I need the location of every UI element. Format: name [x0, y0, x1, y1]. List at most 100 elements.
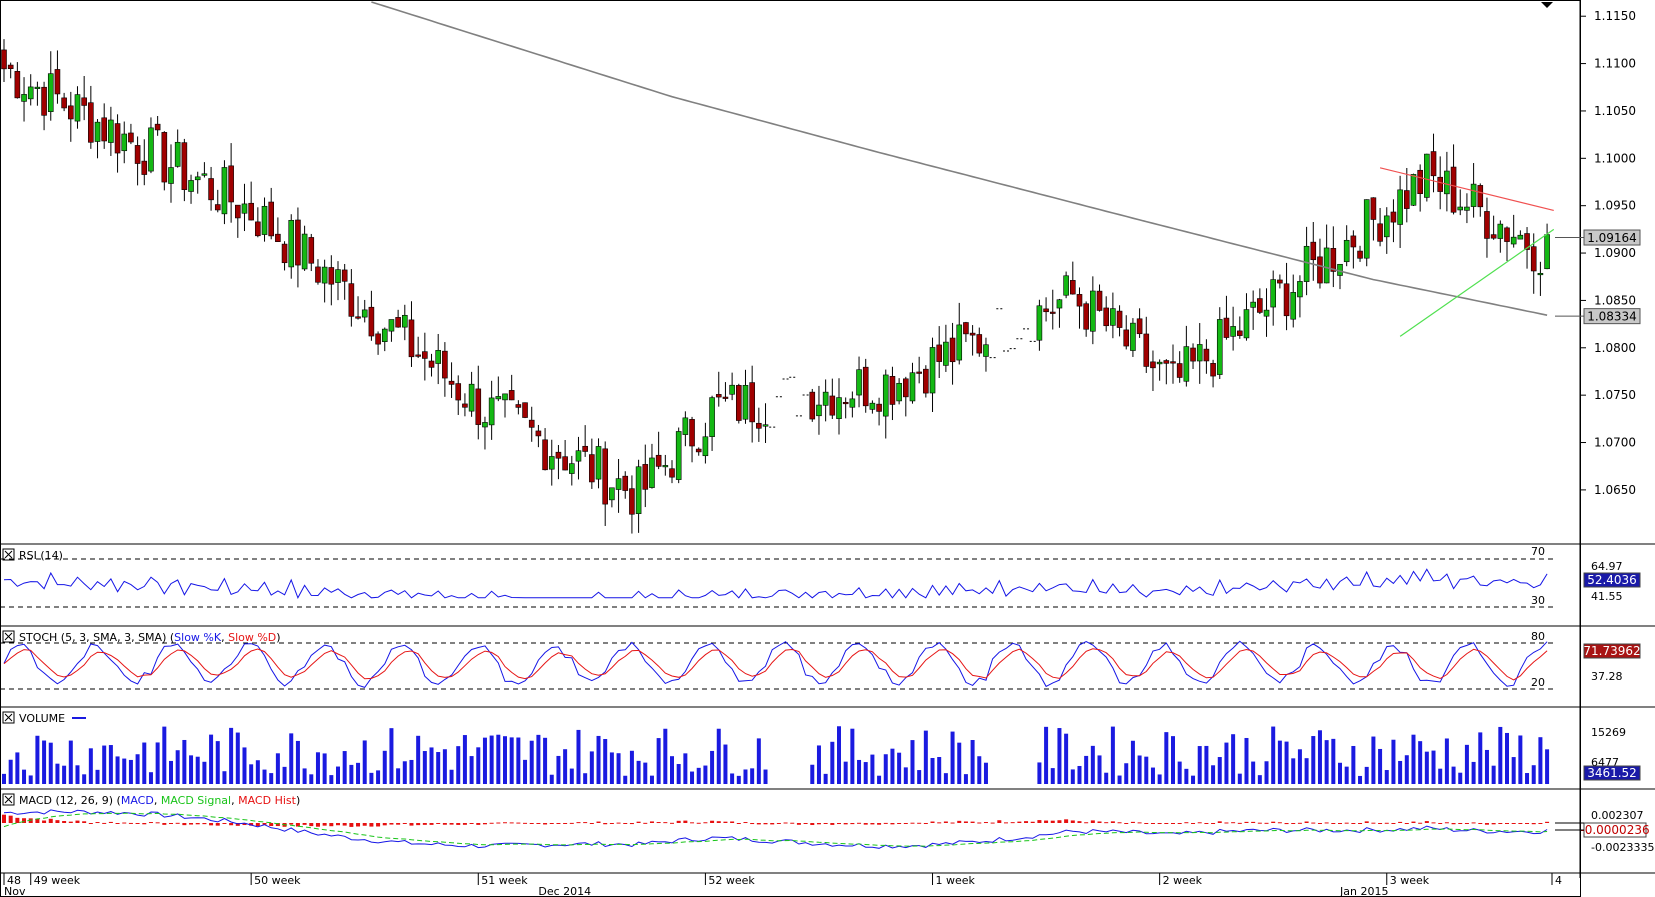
volume-bar	[342, 751, 347, 784]
macd-hist-bar	[1538, 823, 1543, 824]
candle-body	[1216, 319, 1223, 375]
macd-hist-bar	[1251, 821, 1256, 823]
volume-label-high: 15269	[1591, 726, 1626, 739]
volume-bar	[235, 732, 240, 784]
macd-hist-bar	[877, 823, 882, 825]
macd-hist-bar	[536, 823, 541, 824]
volume-bar	[556, 755, 561, 784]
volume-bar	[1050, 768, 1055, 784]
volume-bar	[917, 770, 922, 784]
candle-body	[535, 430, 542, 437]
volume-bar	[275, 753, 280, 784]
candle-body	[1390, 211, 1397, 223]
volume-bar	[883, 754, 888, 784]
volume-bar	[943, 773, 948, 784]
macd-hist-bar	[1257, 822, 1262, 824]
macd-hist-bar	[422, 823, 427, 825]
macd-hist-bar	[396, 823, 401, 825]
volume-bar	[910, 740, 915, 784]
candle-body	[889, 376, 896, 405]
scroll-marker-icon[interactable]	[1541, 2, 1553, 8]
candle-body	[655, 454, 662, 467]
macd-hist-bar	[456, 823, 461, 825]
volume-bar	[496, 734, 501, 784]
price-tick-label: 1.1150	[1594, 9, 1636, 23]
month-label: Nov	[4, 885, 26, 897]
candle-body	[1404, 190, 1410, 209]
macd-hist-bar	[1104, 822, 1109, 824]
macd-hist-label: MACD Hist	[238, 794, 297, 807]
macd-hist-bar	[1471, 822, 1476, 824]
macd-hist-bar	[429, 823, 434, 825]
price-tick-label: 1.0800	[1594, 341, 1636, 355]
macd-hist-bar	[496, 822, 501, 824]
macd-hist-bar	[623, 823, 628, 824]
price-tick-label: 1.0700	[1594, 436, 1636, 450]
volume-bar	[1070, 769, 1075, 784]
candle-body	[1437, 176, 1443, 192]
volume-bar	[529, 740, 534, 784]
candle-body	[47, 73, 54, 112]
macd-hist-bar	[957, 820, 962, 823]
macd-hist-bar	[990, 822, 995, 824]
candle-body	[1370, 197, 1377, 220]
volume-bar	[1418, 741, 1423, 784]
volume-bar	[670, 756, 674, 784]
volume-bar	[850, 728, 855, 784]
volume-bar	[897, 752, 902, 784]
candle-body	[288, 219, 295, 268]
macd-hist-bar	[723, 821, 728, 823]
macd-hist-bar	[917, 822, 922, 824]
volume-bar	[857, 759, 862, 784]
volume-bar	[810, 764, 815, 784]
candle-body	[662, 465, 669, 468]
volume-bar	[596, 735, 601, 784]
macd-hist-bar	[409, 823, 414, 826]
volume-bar	[1451, 766, 1456, 784]
candle-body	[1243, 309, 1250, 339]
macd-hist-bar	[442, 823, 447, 825]
candle-body	[1430, 151, 1437, 177]
candle-body	[1277, 279, 1283, 284]
macd-hist-bar	[1144, 823, 1149, 824]
candle-body	[361, 309, 368, 318]
macd-hist-bar	[356, 823, 361, 827]
candle-body	[1410, 174, 1417, 206]
macd-hist-bar	[148, 822, 153, 824]
candle-body	[896, 382, 902, 402]
macd-hist-bar	[2, 814, 6, 823]
candle-body	[762, 424, 769, 427]
candle-body	[829, 395, 836, 416]
macd-hist-bar	[923, 823, 928, 824]
volume-bar	[282, 766, 287, 784]
volume-bar	[1150, 767, 1155, 784]
macd-hist-bar	[1304, 821, 1309, 823]
volume-bar	[229, 727, 234, 784]
candle-body	[1363, 199, 1370, 259]
macd-hist-bar	[476, 823, 481, 825]
candle-body	[956, 324, 963, 361]
volume-bar	[1164, 732, 1169, 784]
volume-bar	[369, 772, 374, 784]
volume-bar	[1231, 734, 1236, 784]
volume-bar	[756, 738, 761, 784]
rsi-line	[3, 568, 1548, 600]
volume-bar	[1531, 765, 1536, 784]
candle-body	[141, 160, 148, 175]
volume-bar	[690, 771, 695, 784]
volume-bar	[536, 734, 541, 784]
stoch-level-80: 80	[1531, 630, 1545, 643]
macd-hist-bar	[402, 823, 407, 824]
rsi-label-low: 41.55	[1591, 590, 1623, 603]
macd-hist-bar	[1191, 823, 1196, 824]
volume-bar	[242, 747, 247, 784]
stoch-d-label: Slow %D	[228, 631, 276, 644]
candle-body	[14, 71, 21, 99]
macd-hist-bar	[556, 823, 561, 824]
macd-hist-bar	[569, 822, 574, 824]
candle-body	[602, 448, 609, 505]
volume-bar	[42, 740, 47, 784]
volume-bar	[1144, 756, 1149, 784]
candle-body	[128, 132, 134, 143]
macd-hist-bar	[643, 822, 648, 824]
